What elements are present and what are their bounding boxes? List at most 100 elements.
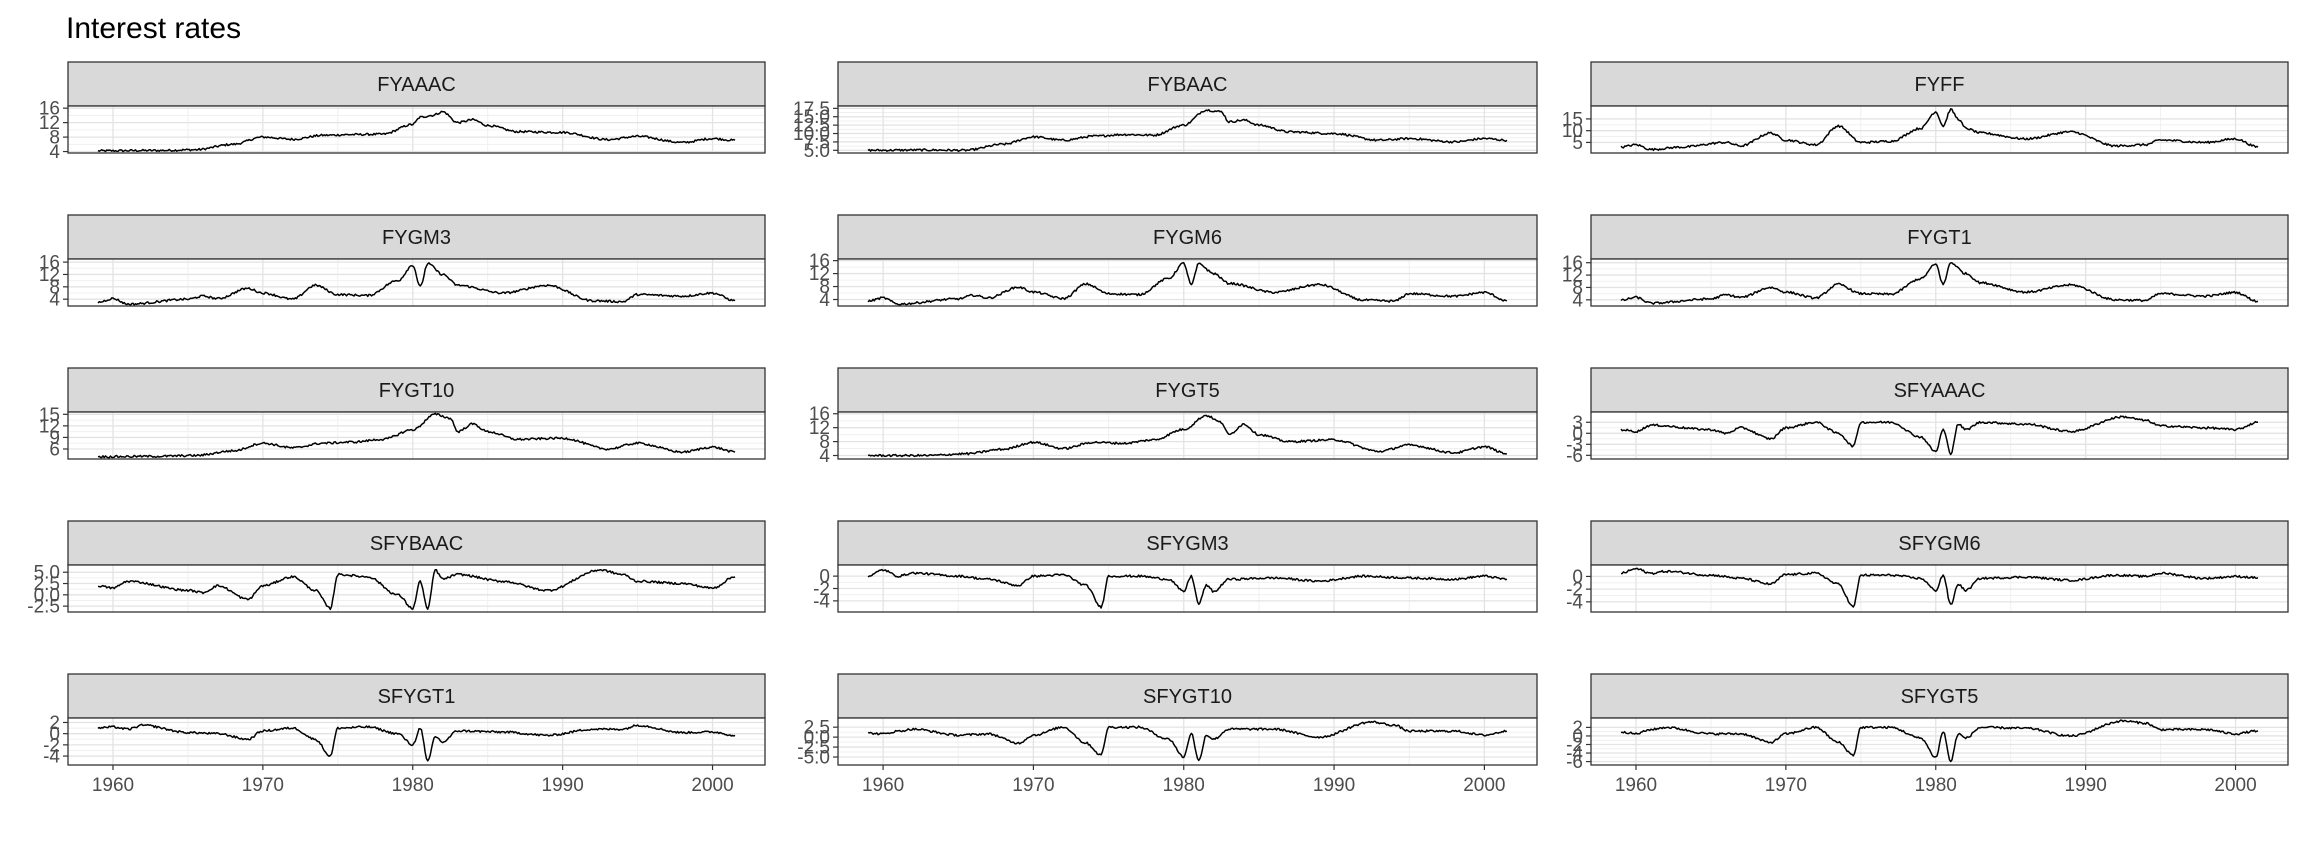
y-tick-label: 12 bbox=[1562, 266, 1583, 287]
panel-fybaac: FYBAAC 5.07.510.012.515.017.5 bbox=[793, 61, 1538, 162]
y-tick-label: 0.0 bbox=[34, 585, 60, 606]
series-line-sfygm6 bbox=[1620, 567, 2259, 608]
x-tick-label: 1970 bbox=[1012, 775, 1054, 796]
strip-label: SFYGM6 bbox=[1898, 533, 1980, 555]
strip-label: SFYGT1 bbox=[378, 686, 456, 708]
y-tick-label: 4 bbox=[49, 142, 60, 163]
series-line-fybaac bbox=[867, 108, 1508, 153]
panel-border bbox=[67, 258, 766, 307]
y-tick-label: 8 bbox=[819, 277, 830, 298]
strip-background bbox=[1590, 367, 2289, 413]
y-tick-label: 16 bbox=[809, 404, 830, 425]
x-tick-label: 1960 bbox=[1615, 775, 1657, 796]
y-tick-label: -2.5 bbox=[27, 597, 60, 618]
strip-label: SFYAAAC bbox=[1894, 380, 1986, 402]
series-line-sfybaac bbox=[97, 568, 736, 611]
y-tick-label: 8 bbox=[49, 277, 60, 298]
x-tick-label: 1970 bbox=[242, 775, 284, 796]
y-tick-label: 2 bbox=[49, 713, 60, 734]
y-tick-label: 12 bbox=[39, 265, 60, 286]
strip-label: FYGM6 bbox=[1153, 227, 1222, 249]
x-tick-label: 1980 bbox=[392, 775, 434, 796]
y-tick-label: 15 bbox=[1562, 109, 1583, 130]
strip-label: FYGM3 bbox=[382, 227, 451, 249]
y-tick-label: 12 bbox=[39, 113, 60, 134]
series-line-fygt5 bbox=[867, 414, 1507, 458]
y-tick-label: 6 bbox=[49, 439, 60, 460]
series-line-sfygm3 bbox=[867, 568, 1508, 609]
plot-background bbox=[1591, 412, 2288, 459]
panel-sfyaaac: SFYAAAC -6-303 bbox=[1566, 367, 2289, 467]
panel-border bbox=[1590, 717, 2289, 766]
y-tick-label: 2.5 bbox=[804, 718, 830, 739]
y-tick-label: -2 bbox=[43, 735, 60, 756]
series-line-sfygt5 bbox=[1620, 719, 2259, 763]
y-tick-label: -2 bbox=[813, 579, 830, 600]
y-tick-label: -4 bbox=[1566, 592, 1583, 613]
y-tick-label: 2.5 bbox=[34, 574, 60, 595]
panel-border bbox=[837, 564, 1538, 613]
panel-sfygm3: SFYGM3 -4-20 bbox=[813, 520, 1538, 613]
y-tick-label: 8 bbox=[1572, 278, 1583, 299]
y-tick-label: 0 bbox=[1572, 726, 1583, 747]
panel-border bbox=[1590, 411, 2289, 460]
strip-background bbox=[67, 214, 766, 260]
y-tick-label: 0 bbox=[1572, 424, 1583, 445]
strip-label: FYAAAC bbox=[377, 74, 456, 96]
y-tick-label: 12 bbox=[809, 264, 830, 285]
y-tick-label: -2.5 bbox=[797, 738, 830, 759]
series-line-fygm3 bbox=[97, 262, 736, 306]
y-tick-label: 10 bbox=[1562, 121, 1583, 142]
facet-panels: FYAAAC481216FYBAAC5.07.510.012.515.017.5… bbox=[27, 61, 2289, 796]
plot-background bbox=[838, 718, 1537, 765]
strip-background bbox=[837, 520, 1538, 566]
series-line-fyaaac bbox=[97, 110, 736, 153]
x-tick-label: 2000 bbox=[1463, 775, 1505, 796]
y-tick-label: -6 bbox=[1566, 752, 1583, 773]
y-tick-label: -2 bbox=[1566, 580, 1583, 601]
x-tick-label: 1960 bbox=[92, 775, 134, 796]
series-line-fygt1 bbox=[1620, 262, 2259, 305]
panel-border bbox=[67, 411, 766, 460]
x-tick-label: 1980 bbox=[1915, 775, 1957, 796]
series-line-sfygt1 bbox=[97, 723, 736, 762]
y-tick-label: 15.0 bbox=[793, 107, 830, 128]
panel-border bbox=[67, 564, 766, 613]
panel-sfygt5: SFYGT5 -6-4-202 1960 1970 1980 1990 2000 bbox=[1566, 673, 2289, 796]
y-tick-label: -4 bbox=[813, 591, 830, 612]
strip-background bbox=[837, 673, 1538, 719]
series-line-sfygt10 bbox=[867, 720, 1508, 762]
y-tick-label: 0 bbox=[819, 567, 830, 588]
y-tick-label: 5.0 bbox=[34, 563, 60, 584]
y-tick-label: 12.5 bbox=[793, 116, 830, 137]
panel-border bbox=[67, 717, 766, 766]
chart-title: Interest rates bbox=[66, 12, 241, 45]
y-tick-label: 15 bbox=[39, 405, 60, 426]
strip-background bbox=[837, 61, 1538, 107]
plot-background bbox=[68, 718, 765, 765]
x-tick-label: 1990 bbox=[2065, 775, 2107, 796]
y-tick-label: -5.0 bbox=[797, 748, 830, 769]
plot-background bbox=[838, 412, 1537, 459]
x-tick-label: 1970 bbox=[1765, 775, 1807, 796]
x-tick-label: 1980 bbox=[1163, 775, 1205, 796]
y-tick-label: 4 bbox=[49, 290, 60, 311]
strip-background bbox=[1590, 61, 2289, 107]
x-tick-label: 1990 bbox=[1313, 775, 1355, 796]
y-tick-label: 16 bbox=[39, 253, 60, 274]
y-tick-label: 12 bbox=[39, 416, 60, 437]
strip-label: FYGT5 bbox=[1155, 380, 1219, 402]
strip-background bbox=[67, 520, 766, 566]
strip-label: SFYGM3 bbox=[1146, 533, 1228, 555]
panel-border bbox=[1590, 258, 2289, 307]
plot-background bbox=[68, 412, 765, 459]
y-tick-label: -4 bbox=[43, 747, 60, 768]
x-tick-label: 2000 bbox=[2214, 775, 2256, 796]
strip-label: SFYBAAC bbox=[370, 533, 463, 555]
y-tick-label: 5.0 bbox=[804, 141, 830, 162]
